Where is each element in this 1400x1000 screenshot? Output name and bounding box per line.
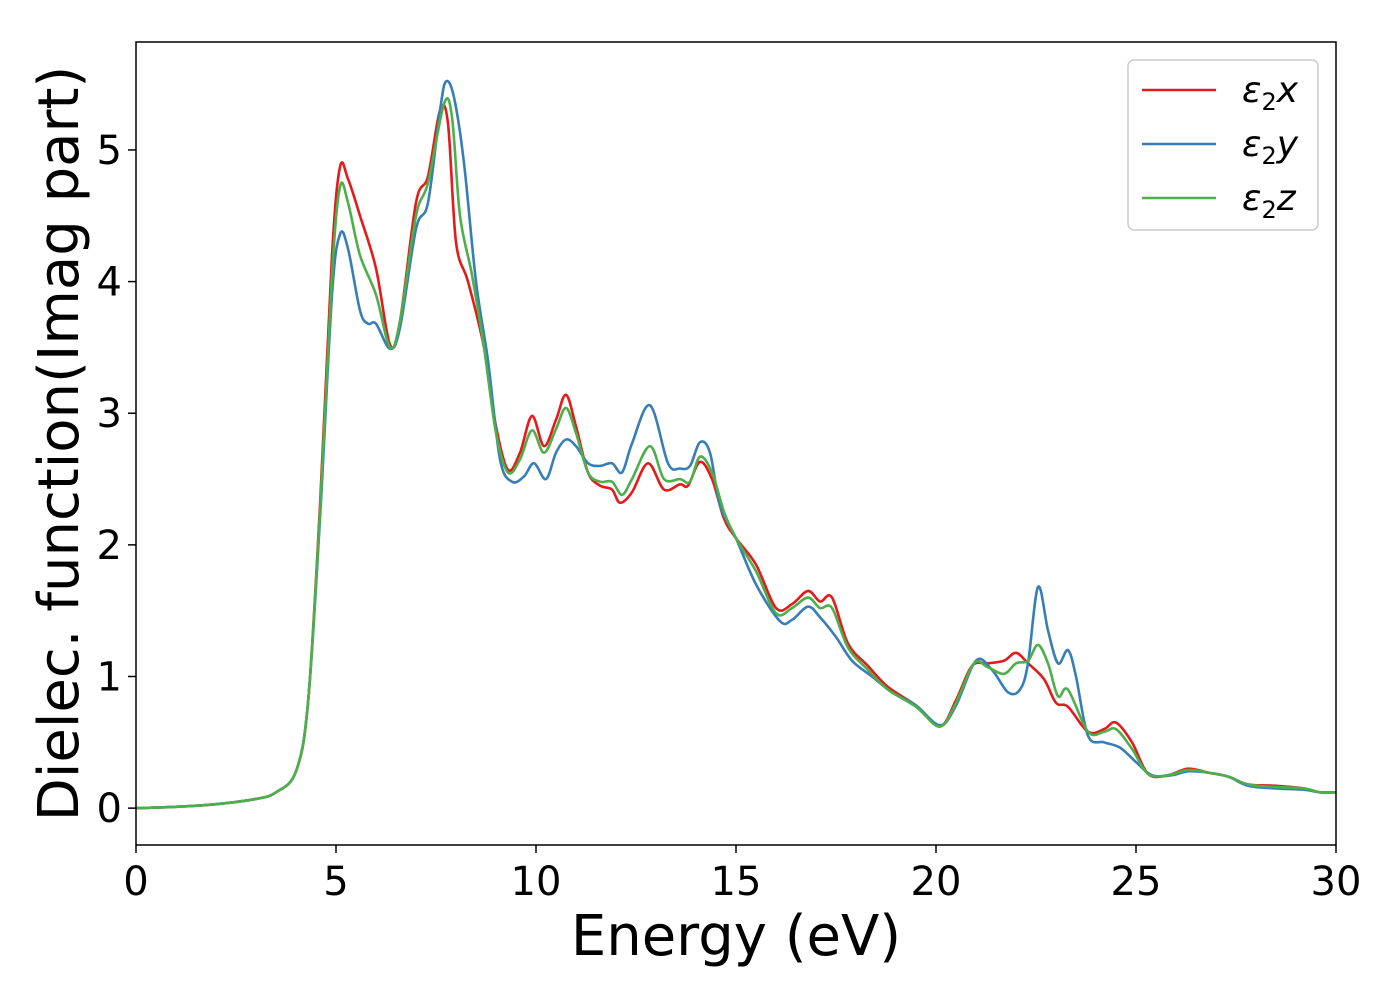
series-line-y <box>135 79 1337 810</box>
legend-label-component: z <box>1276 178 1297 219</box>
legend-label-z: ε2z <box>1242 178 1297 224</box>
x-axis-label: Energy (eV) <box>571 904 901 969</box>
series-layer <box>135 79 1337 810</box>
plot-frame <box>135 41 1337 846</box>
legend-label-component: x <box>1276 70 1299 111</box>
y-tick-label: 5 <box>97 128 122 174</box>
y-tick-label: 2 <box>97 523 122 569</box>
legend-label-x: ε2x <box>1242 70 1299 116</box>
legend-label-base: ε <box>1242 124 1261 165</box>
legend-label-component: y <box>1276 124 1299 165</box>
y-tick-label: 1 <box>97 655 122 701</box>
legend-label-subscript: 2 <box>1261 196 1276 224</box>
legend-label-y: ε2y <box>1242 124 1299 170</box>
y-tick-label: 0 <box>97 786 122 832</box>
x-tick-label: 10 <box>511 859 562 905</box>
series-line-z <box>135 96 1337 810</box>
legend-label-base: ε <box>1242 70 1261 111</box>
x-tick-label: 20 <box>911 859 962 905</box>
legend-box <box>1127 59 1319 231</box>
y-axis-label: Dielec. function(Imag part) <box>27 66 92 822</box>
ticks-layer: 0 5 10 15 20 25 30 0 1 2 3 4 5 <box>97 128 1362 905</box>
x-tick-label: 25 <box>1111 859 1162 905</box>
x-tick-label: 15 <box>711 859 762 905</box>
y-tick-label: 3 <box>97 391 122 437</box>
legend-label-subscript: 2 <box>1261 142 1276 170</box>
x-tick-label: 30 <box>1311 859 1362 905</box>
x-tick-label: 0 <box>123 859 148 905</box>
legend-label-subscript: 2 <box>1261 88 1276 116</box>
y-tick-label: 4 <box>97 260 122 306</box>
x-tick-label: 5 <box>323 859 348 905</box>
legend-label-base: ε <box>1242 178 1261 219</box>
